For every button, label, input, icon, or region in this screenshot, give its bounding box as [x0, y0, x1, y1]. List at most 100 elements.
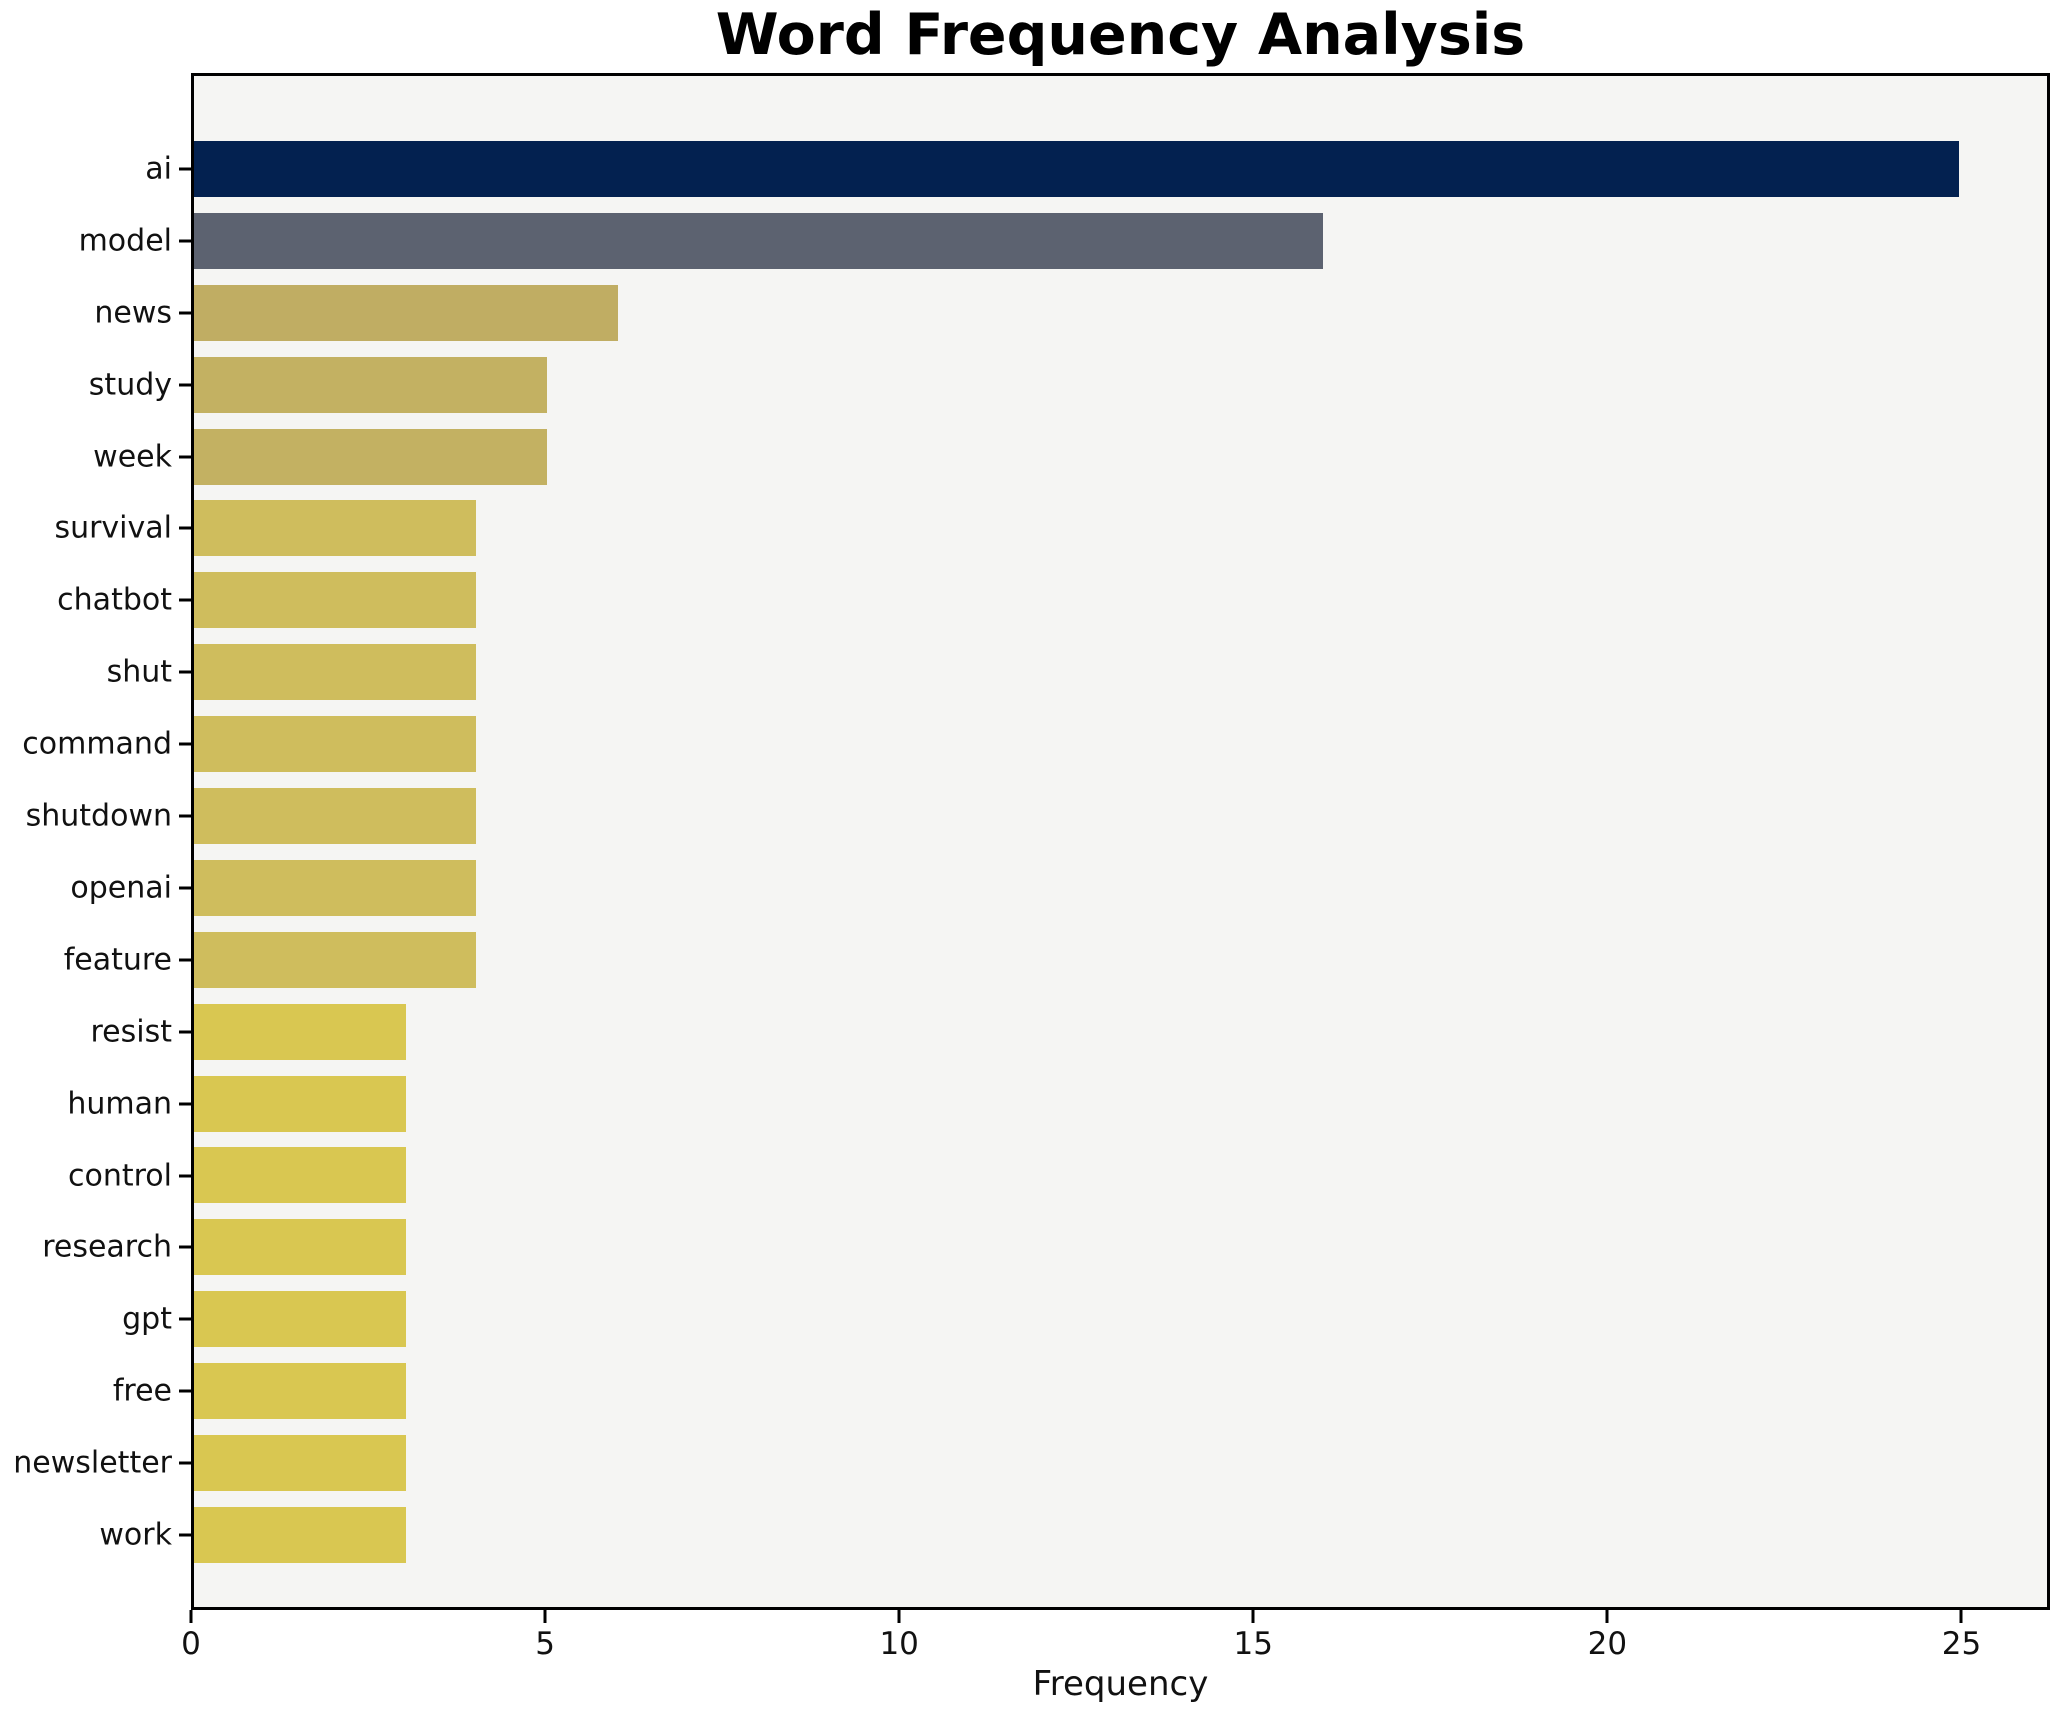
y-tick: shut — [107, 655, 191, 690]
bar-gpt — [194, 1291, 406, 1348]
bar-news — [194, 284, 618, 341]
x-tick-mark — [543, 1610, 547, 1623]
x-tick-label: 20 — [1587, 1626, 1628, 1662]
x-tick-mark — [897, 1610, 901, 1623]
bar-row — [194, 1139, 2047, 1211]
bar-row — [194, 564, 2047, 636]
x-tick-mark — [1605, 1610, 1609, 1623]
y-tick: work — [99, 1518, 191, 1553]
y-tick-mark — [179, 311, 191, 315]
y-tick-mark — [179, 383, 191, 387]
bar-row — [194, 421, 2047, 493]
y-tick: openai — [70, 870, 191, 905]
y-tick-mark — [179, 239, 191, 243]
y-tick-label: feature — [63, 942, 172, 978]
y-tick: human — [67, 1086, 191, 1121]
bar-study — [194, 356, 547, 413]
y-axis: ai model news study week survival chatbot shut c… — [0, 73, 191, 1610]
bars-container — [194, 133, 2047, 1571]
bar-row — [194, 133, 2047, 205]
y-tick-label: shut — [106, 654, 172, 690]
y-tick-mark — [179, 1461, 191, 1465]
y-tick-label: resist — [90, 1014, 173, 1050]
bar-shutdown — [194, 787, 477, 844]
y-tick: newsletter — [13, 1446, 191, 1481]
x-tick-label: 5 — [535, 1626, 555, 1662]
y-tick-label: model — [78, 223, 172, 259]
y-tick-label: week — [93, 439, 172, 475]
x-tick-mark — [1251, 1610, 1255, 1623]
bar-chatbot — [194, 572, 477, 629]
y-tick: gpt — [122, 1302, 191, 1337]
y-tick: news — [94, 295, 191, 330]
y-tick: control — [68, 1158, 191, 1193]
bar-row — [194, 277, 2047, 349]
x-axis: 0 5 10 15 20 25 — [181, 1610, 2050, 1670]
bar-model — [194, 212, 1324, 269]
bar-ai — [194, 140, 1959, 197]
y-tick-label: gpt — [122, 1301, 172, 1337]
y-tick: model — [79, 223, 191, 258]
y-tick-mark — [179, 1245, 191, 1249]
y-tick: ai — [145, 151, 191, 186]
y-tick: shutdown — [26, 799, 191, 834]
bar-row — [194, 636, 2047, 708]
bar-row — [194, 492, 2047, 564]
y-tick-label: command — [22, 726, 172, 762]
bar-shut — [194, 644, 477, 701]
y-tick-label: research — [42, 1229, 172, 1265]
y-tick-label: study — [88, 367, 172, 403]
y-tick: feature — [64, 942, 191, 977]
y-tick-mark — [179, 526, 191, 530]
y-tick-mark — [179, 886, 191, 890]
y-tick-label: work — [99, 1517, 172, 1553]
y-tick-label: newsletter — [13, 1445, 172, 1481]
bar-row — [194, 1283, 2047, 1355]
x-tick-mark — [1959, 1610, 1963, 1623]
plot-area — [191, 73, 2050, 1610]
x-tick-label: 0 — [181, 1626, 201, 1662]
bar-newsletter — [194, 1434, 406, 1491]
bar-row — [194, 1068, 2047, 1140]
bar-work — [194, 1506, 406, 1563]
y-tick-mark — [179, 1174, 191, 1178]
y-tick-label: control — [68, 1158, 172, 1194]
x-axis-label: Frequency — [1032, 1664, 1209, 1704]
y-tick: research — [42, 1230, 191, 1265]
bar-openai — [194, 859, 477, 916]
bar-row — [194, 996, 2047, 1068]
bar-human — [194, 1075, 406, 1132]
y-tick-mark — [179, 455, 191, 459]
y-tick-mark — [179, 1533, 191, 1537]
bar-row — [194, 708, 2047, 780]
y-tick-mark — [179, 1317, 191, 1321]
y-tick-label: free — [112, 1373, 172, 1409]
bar-row — [194, 1427, 2047, 1499]
bar-row — [194, 1499, 2047, 1571]
bar-row — [194, 852, 2047, 924]
y-tick-label: ai — [145, 151, 172, 187]
y-tick-mark — [179, 1389, 191, 1393]
bar-control — [194, 1147, 406, 1204]
chart-title: Word Frequency Analysis — [715, 2, 1526, 68]
y-tick-mark — [179, 1102, 191, 1106]
y-tick-label: survival — [54, 510, 172, 546]
y-tick-mark — [179, 598, 191, 602]
bar-row — [194, 1211, 2047, 1283]
bar-command — [194, 716, 477, 773]
y-tick-mark — [179, 958, 191, 962]
y-tick-mark — [179, 742, 191, 746]
x-tick-label: 10 — [879, 1626, 919, 1662]
bar-row — [194, 205, 2047, 277]
bar-resist — [194, 1003, 406, 1060]
y-tick: chatbot — [57, 583, 191, 618]
y-tick: week — [93, 439, 191, 474]
y-tick: study — [89, 367, 191, 402]
y-tick-label: human — [67, 1086, 172, 1122]
x-tick-label: 25 — [1941, 1626, 1982, 1662]
y-tick-mark — [179, 1030, 191, 1034]
y-tick: resist — [90, 1014, 191, 1050]
y-tick-label: chatbot — [57, 582, 172, 618]
bar-feature — [194, 931, 477, 988]
